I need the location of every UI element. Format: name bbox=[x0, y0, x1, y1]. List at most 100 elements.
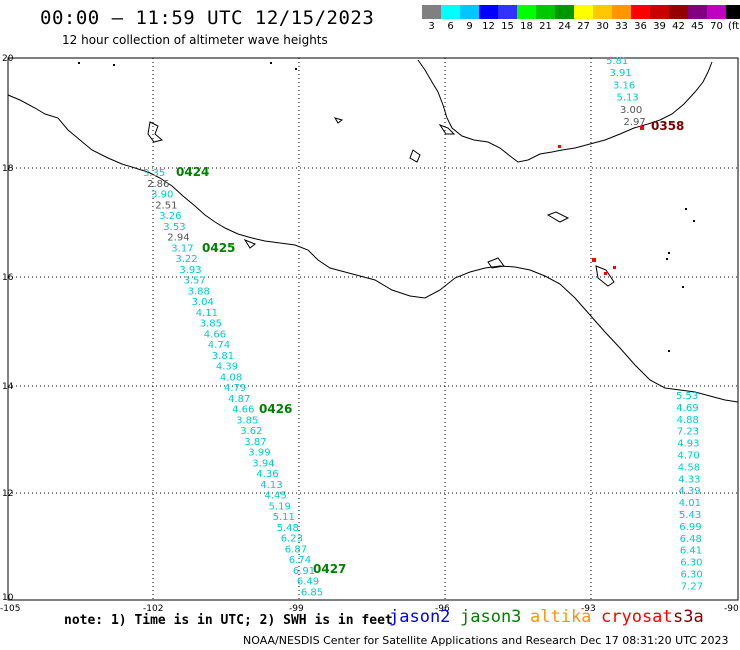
wave-height-label: 4.01 bbox=[679, 498, 701, 509]
lon-tick-label: -105 bbox=[0, 604, 20, 614]
lat-tick-label: 12 bbox=[2, 489, 13, 499]
color-scale-label: 33 bbox=[615, 21, 628, 32]
color-scale-swatch bbox=[707, 5, 726, 19]
lon-tick-label: -90 bbox=[724, 604, 739, 614]
color-scale-label: 15 bbox=[501, 21, 514, 32]
time-label-0427: 0427 bbox=[313, 562, 346, 576]
color-scale-label: 21 bbox=[539, 21, 552, 32]
axis-labels: -105 -102 -99 -96 -93 -90 20 18 16 14 12… bbox=[0, 54, 739, 614]
color-scale-swatch bbox=[536, 5, 555, 19]
color-scale-label: 36 bbox=[634, 21, 647, 32]
wave-height-label: 5.13 bbox=[617, 93, 639, 104]
color-scale-label: 45 bbox=[691, 21, 704, 32]
color-scale-swatch bbox=[498, 5, 517, 19]
lakes bbox=[147, 117, 615, 287]
color-scale-swatch bbox=[441, 5, 460, 19]
time-labels: 0424 0425 0426 0427 0358 bbox=[176, 119, 684, 576]
altimeter-tracks: 3.352.863.902.513.263.532.943.173.223.93… bbox=[143, 56, 703, 598]
wave-height-label: 2.94 bbox=[167, 233, 189, 244]
wave-height-label: 5.53 bbox=[676, 391, 698, 402]
footer-credit: NOAA/NESDIS Center for Satellite Applica… bbox=[243, 634, 577, 647]
color-scale-swatch bbox=[631, 5, 650, 19]
map-subtitle: 12 hour collection of altimeter wave hei… bbox=[62, 33, 328, 47]
map-frame bbox=[7, 57, 739, 601]
wave-height-label: 3.87 bbox=[244, 437, 266, 448]
wave-height-label: 3.35 bbox=[143, 168, 165, 179]
wave-height-label: 3.57 bbox=[184, 276, 206, 287]
wave-height-label: 3.91 bbox=[610, 68, 632, 79]
wave-height-label: 6.48 bbox=[680, 534, 702, 545]
legend-cryosat: cryosat bbox=[601, 607, 673, 627]
wave-height-label: 7.27 bbox=[681, 581, 703, 592]
color-scale-label: 42 bbox=[672, 21, 685, 32]
color-scale-swatch bbox=[612, 5, 631, 19]
color-scale-label: 6 bbox=[447, 21, 454, 32]
legend-s3a: s3a bbox=[673, 607, 704, 627]
time-label-0358: 0358 bbox=[651, 119, 684, 133]
color-scale-swatch bbox=[460, 5, 479, 19]
coastline-gulf bbox=[417, 59, 713, 163]
color-scale-swatch bbox=[517, 5, 536, 19]
coastline-pacific bbox=[7, 94, 739, 403]
wave-height-label: 2.97 bbox=[624, 117, 646, 128]
small-dots bbox=[78, 62, 695, 352]
wave-height-label: 3.81 bbox=[212, 351, 234, 362]
wave-height-label: 3.90 bbox=[151, 190, 173, 201]
wave-height-label: 5.11 bbox=[273, 512, 295, 523]
wave-height-label: 4.45 bbox=[265, 491, 287, 502]
wave-height-label: 2.51 bbox=[155, 200, 177, 211]
wave-height-label: 4.58 bbox=[678, 462, 700, 473]
lon-tick-label: -96 bbox=[435, 604, 450, 614]
wave-height-label: 4.66 bbox=[232, 405, 254, 416]
wave-height-label: 3.62 bbox=[240, 426, 262, 437]
footer-timestamp: Dec 17 08:31:20 UTC 2023 bbox=[580, 634, 729, 647]
lat-tick-label: 16 bbox=[2, 273, 14, 283]
wave-height-label: 3.85 bbox=[236, 415, 258, 426]
wave-height-label: 3.53 bbox=[163, 222, 185, 233]
lat-tick-label: 18 bbox=[2, 164, 14, 174]
wave-height-label: 4.13 bbox=[260, 480, 282, 491]
wave-height-label: 4.88 bbox=[677, 415, 699, 426]
lon-tick-label: -99 bbox=[289, 604, 304, 614]
color-scale-label: 24 bbox=[558, 21, 571, 32]
color-scale-label: 70 bbox=[710, 21, 723, 32]
wave-height-label: 3.99 bbox=[248, 448, 270, 459]
wave-height-label: 3.85 bbox=[200, 319, 222, 330]
color-scale-swatch bbox=[555, 5, 574, 19]
time-label-0425: 0425 bbox=[202, 241, 235, 255]
wave-height-label: 3.93 bbox=[179, 265, 201, 276]
red-markers bbox=[558, 126, 644, 275]
wave-height-label: 6.23 bbox=[281, 534, 303, 545]
lon-tick-label: -93 bbox=[581, 604, 596, 614]
wave-height-label: 3.16 bbox=[613, 80, 635, 91]
lat-tick-label: 10 bbox=[2, 593, 14, 603]
color-scale-label: 18 bbox=[520, 21, 533, 32]
wave-height-label: 6.30 bbox=[680, 558, 702, 569]
wave-height-label: 4.08 bbox=[220, 372, 242, 383]
wave-height-label: 5.81 bbox=[606, 56, 628, 67]
lat-tick-label: 20 bbox=[2, 54, 14, 64]
wave-height-label: 4.93 bbox=[677, 439, 699, 450]
wave-height-label: 7.23 bbox=[677, 427, 699, 438]
color-scale-label: 39 bbox=[653, 21, 666, 32]
wave-height-label: 5.19 bbox=[269, 501, 291, 512]
legend-altika: altika bbox=[530, 607, 592, 627]
legend-jason3: jason3 bbox=[460, 607, 522, 627]
wave-height-label: 6.85 bbox=[301, 587, 323, 598]
color-scale-label: 30 bbox=[596, 21, 609, 32]
grid-lines bbox=[8, 58, 738, 600]
wave-height-label: 6.99 bbox=[679, 522, 701, 533]
color-scale-swatch bbox=[688, 5, 707, 19]
color-scale bbox=[422, 5, 740, 19]
wave-height-label: 4.79 bbox=[224, 383, 246, 394]
units-note: note: 1) Time is in UTC; 2) SWH is in fe… bbox=[64, 613, 393, 628]
wave-height-label: 4.87 bbox=[228, 394, 250, 405]
wave-height-label: 6.74 bbox=[289, 555, 311, 566]
color-scale-label: 12 bbox=[482, 21, 495, 32]
lon-tick-label: -102 bbox=[143, 604, 163, 614]
wave-height-label: 3.94 bbox=[252, 458, 274, 469]
color-scale-swatch bbox=[726, 5, 740, 19]
wave-height-label: 4.69 bbox=[676, 403, 698, 414]
wave-height-label: 4.39 bbox=[216, 362, 238, 373]
wave-height-label: 6.49 bbox=[297, 577, 319, 588]
